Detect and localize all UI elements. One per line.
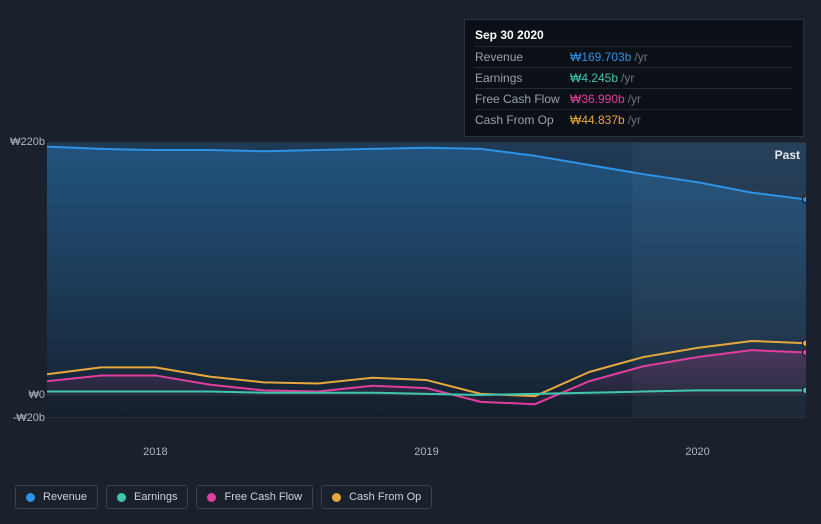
chart-plot[interactable]: Past (47, 142, 806, 418)
tooltip-row-unit: /yr (634, 50, 647, 64)
y-axis-label: ₩220b (10, 136, 45, 148)
y-axis-label: -₩20b (13, 412, 45, 424)
tooltip-row-value: ₩169.703b (570, 50, 631, 64)
tooltip-row-unit: /yr (621, 71, 634, 85)
tooltip-row-value: ₩4.245b (570, 71, 618, 85)
legend-label: Earnings (134, 491, 177, 503)
legend-item[interactable]: Free Cash Flow (196, 485, 313, 509)
legend-label: Cash From Op (349, 491, 421, 503)
tooltip-row: Revenue₩169.703b/yr (475, 46, 793, 67)
x-axis-label: 2018 (143, 446, 167, 458)
legend-label: Revenue (43, 491, 87, 503)
legend-label: Free Cash Flow (224, 491, 302, 503)
x-axis-label: 2019 (414, 446, 438, 458)
tooltip-row: Earnings₩4.245b/yr (475, 67, 793, 88)
chart-area: Past 201820192020 ₩220b₩0-₩20b (15, 120, 806, 440)
y-axis-label: ₩0 (29, 389, 46, 401)
past-label: Past (775, 148, 800, 162)
tooltip-row-value: ₩36.990b (570, 92, 625, 106)
tooltip-row-label: Free Cash Flow (475, 92, 570, 106)
tooltip-row: Free Cash Flow₩36.990b/yr (475, 88, 793, 109)
tooltip-row-label: Revenue (475, 50, 570, 64)
legend-item[interactable]: Earnings (106, 485, 188, 509)
tooltip-row-label: Earnings (475, 71, 570, 85)
legend-item[interactable]: Cash From Op (321, 485, 432, 509)
tooltip-row-unit: /yr (628, 92, 641, 106)
x-axis-label: 2020 (685, 446, 709, 458)
legend-swatch (207, 493, 216, 502)
legend-swatch (117, 493, 126, 502)
legend-item[interactable]: Revenue (15, 485, 98, 509)
legend-swatch (332, 493, 341, 502)
legend-swatch (26, 493, 35, 502)
tooltip-date: Sep 30 2020 (475, 26, 793, 46)
legend: Revenue Earnings Free Cash Flow Cash From O… (15, 485, 432, 509)
